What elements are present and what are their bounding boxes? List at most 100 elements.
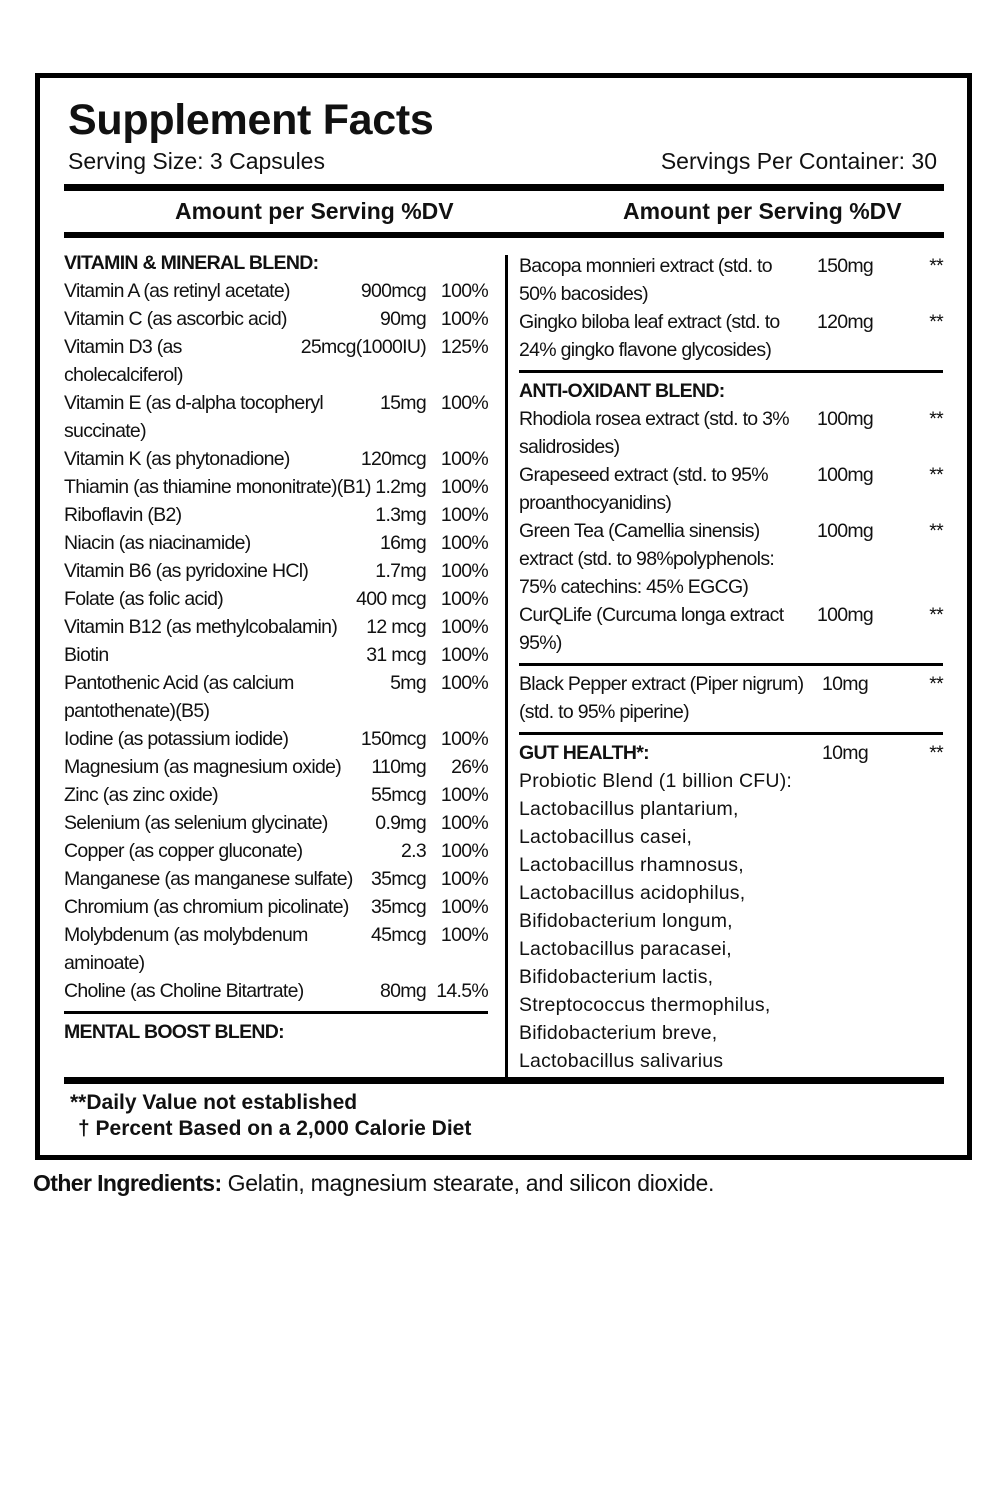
ingredient-dv: 100% xyxy=(440,840,489,862)
ingredient-amount: 35mcg xyxy=(370,896,427,918)
ingredient-dv: ** xyxy=(929,520,943,542)
ingredient-row: Selenium (as selenium glycinate) 0.9mg 100… xyxy=(64,809,489,837)
ingredient-row: Riboflavin (B2) 1.3mg 100% xyxy=(64,501,489,529)
ingredient-dv: ** xyxy=(929,408,943,430)
ingredient-row: Bacopa monnieri extract (std. to 50% bac… xyxy=(519,252,944,308)
ingredient-row: Chromium (as chromium picolinate) 35mcg 10… xyxy=(64,893,489,921)
ingredient-dv: 100% xyxy=(440,560,489,582)
column-divider xyxy=(505,255,508,1077)
ingredient-dv: 100% xyxy=(440,784,489,806)
ingredient-dv: 100% xyxy=(440,644,489,666)
ingredient-dv: 100% xyxy=(440,588,489,610)
ingredient-row: Choline (as Choline Bitartrate) 80mg 14.5% xyxy=(64,977,489,1005)
ingredient-amount: 31 mcg xyxy=(366,644,426,666)
ingredient-dv: 100% xyxy=(440,728,489,750)
ingredient-row: Iodine (as potassium iodide) 150mcg 100% xyxy=(64,725,489,753)
ingredient-row: Folate (as folic acid) 400 mcg 100% xyxy=(64,585,489,613)
ingredient-dv: 100% xyxy=(440,532,489,554)
ingredient-row: Vitamin D3 (as cholecalciferol) 25mcg(100… xyxy=(64,333,489,389)
ingredient-amount: 100mg xyxy=(816,464,874,486)
ingredient-row: Vitamin C (as ascorbic acid) 90mg 100% xyxy=(64,305,489,333)
ingredient-name: Manganese (as manganese sulfate) xyxy=(64,868,353,890)
ingredient-name: Riboflavin (B2) xyxy=(64,504,182,526)
ingredient-description: Probiotic Blend (1 billion CFU): Lactoba… xyxy=(519,770,793,1072)
ingredient-amount: 2.3 xyxy=(400,840,427,862)
ingredient-amount: 45mcg xyxy=(370,924,427,946)
ingredient-row: Molybdenum (as molybdenum aminoate) 45mcg… xyxy=(64,921,489,977)
ingredient-name: Choline (as Choline Bitartrate) xyxy=(64,980,304,1002)
rule xyxy=(64,184,944,191)
rule xyxy=(64,232,944,238)
ingredient-amount: 0.9mg xyxy=(375,812,426,834)
ingredient-dv: ** xyxy=(929,742,943,764)
ingredient-name: Zinc (as zinc oxide) xyxy=(64,784,219,806)
ingredient-amount: 1.7mg xyxy=(375,560,426,582)
ingredient-row: Green Tea (Camellia sinensis) extract (s… xyxy=(519,517,944,601)
ingredient-row: Rhodiola rosea extract (std. to 3% salid… xyxy=(519,405,944,461)
ingredient-name: Bacopa monnieri extract (std. to 50% bac… xyxy=(519,255,773,305)
ingredient-amount: 35mcg xyxy=(370,868,427,890)
ingredient-dv: 100% xyxy=(440,812,489,834)
ingredient-name: Black Pepper extract (Piper nigrum)(std.… xyxy=(519,673,804,723)
ingredient-name: Vitamin C (as ascorbic acid) xyxy=(64,308,287,330)
ingredient-dv: 14.5% xyxy=(436,980,488,1002)
rule xyxy=(64,1077,944,1084)
ingredient-name: Chromium (as chromium picolinate) xyxy=(64,896,349,918)
ingredient-name: Vitamin D3 (as cholecalciferol) xyxy=(64,336,184,386)
ingredient-name: Magnesium (as magnesium oxide) xyxy=(64,756,342,778)
ingredient-row: Vitamin A (as retinyl acetate) 900mcg 100% xyxy=(64,277,489,305)
ingredient-amount: 100mg xyxy=(816,408,874,430)
dv-header: %DV xyxy=(849,198,902,224)
ingredient-name: Vitamin A (as retinyl acetate) xyxy=(64,280,290,302)
ingredient-amount: 1.2mg xyxy=(375,476,426,498)
column-header: Amount per Serving %DV xyxy=(623,198,902,225)
amount-header: Amount per Serving xyxy=(623,198,843,224)
ingredient-dv: 100% xyxy=(440,392,489,414)
ingredient-row: Biotin 31 mcg 100% xyxy=(64,641,489,669)
ingredient-amount: 12 mcg xyxy=(366,616,426,638)
other-ingredients-label: Other Ingredients: xyxy=(33,1170,222,1196)
ingredient-amount: 10mg xyxy=(822,742,869,764)
ingredient-amount: 15mg xyxy=(380,392,427,414)
other-ingredients-text: Gelatin, magnesium stearate, and silicon… xyxy=(227,1170,715,1196)
ingredient-dv: 100% xyxy=(440,476,489,498)
column-header: Amount per Serving %DV xyxy=(175,198,454,225)
ingredient-name: Vitamin E (as d-alpha tocopheryl succina… xyxy=(64,392,324,442)
ingredient-dv: 100% xyxy=(440,896,489,918)
dv-header: %DV xyxy=(401,198,454,224)
ingredient-name: CurQLife (Curcuma longa extract 95%) xyxy=(519,604,784,654)
servings-per-container: Servings Per Container: 30 xyxy=(660,148,937,174)
ingredient-row: Gingko biloba leaf extract (std. to 24% … xyxy=(519,308,944,364)
ingredient-row: Magnesium (as magnesium oxide) 110mg 26% xyxy=(64,753,489,781)
ingredient-row: Copper (as copper gluconate) 2.3 100% xyxy=(64,837,489,865)
ingredient-row: Grapeseed extract (std. to 95% proanthoc… xyxy=(519,461,944,517)
ingredient-name: Copper (as copper gluconate) xyxy=(64,840,303,862)
ingredient-amount: 400 mcg xyxy=(356,588,427,610)
ingredient-amount: 5mg xyxy=(390,672,427,694)
ingredient-row: CurQLife (Curcuma longa extract 95%) 100m… xyxy=(519,601,944,657)
section: Bacopa monnieri extract (std. to 50% bac… xyxy=(519,248,944,373)
ingredient-dv: ** xyxy=(929,464,943,486)
ingredient-name: Gingko biloba leaf extract (std. to 24% … xyxy=(519,311,780,361)
ingredient-amount: 120mg xyxy=(816,311,874,333)
other-ingredients: Other Ingredients: Gelatin, magnesium st… xyxy=(33,1170,714,1197)
right-column: Bacopa monnieri extract (std. to 50% bac… xyxy=(519,248,944,1081)
ingredient-amount: 150mg xyxy=(816,255,874,277)
ingredient-dv: 100% xyxy=(440,924,489,946)
ingredient-amount: 25mcg(1000IU) xyxy=(300,336,427,358)
ingredient-dv: ** xyxy=(929,673,943,695)
left-column: VITAMIN & MINERAL BLEND: Vitamin A (as re… xyxy=(64,249,489,1046)
ingredient-row: Vitamin B12 (as methylcobalamin) 12 mcg 10… xyxy=(64,613,489,641)
ingredient-row: Black Pepper extract (Piper nigrum)(std.… xyxy=(519,670,944,726)
ingredient-name: Grapeseed extract (std. to 95% proanthoc… xyxy=(519,464,769,514)
ingredient-amount: 1.3mg xyxy=(375,504,426,526)
ingredient-dv: 100% xyxy=(440,616,489,638)
ingredient-name: Biotin xyxy=(64,644,109,666)
ingredient-amount: 100mg xyxy=(816,604,874,626)
ingredient-row: GUT HEALTH*: 10mg ** xyxy=(519,739,944,767)
serving-size: Serving Size: 3 Capsules xyxy=(68,148,325,174)
ingredient-amount: 110mg xyxy=(371,756,426,778)
ingredient-name: Iodine (as potassium iodide) xyxy=(64,728,289,750)
ingredient-row: Vitamin B6 (as pyridoxine HCl) 1.7mg 100% xyxy=(64,557,489,585)
